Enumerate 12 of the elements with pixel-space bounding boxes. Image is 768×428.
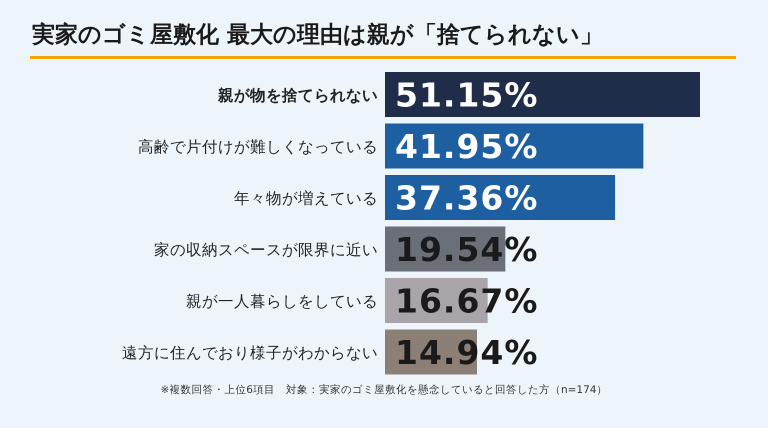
data-label: 37.36% <box>395 178 538 218</box>
y-tick-label: 遠方に住んでおり様子がわからない <box>122 344 378 362</box>
data-label: 51.15% <box>395 76 538 114</box>
text: ※複数回答・上位6項目 対象：実家のゴミ屋敷化を懸念していると回答した方（n=174） <box>160 383 608 396</box>
data-label: 41.95% <box>395 127 538 166</box>
chart-title: 実家のゴミ屋敷化 最大の理由は親が「捨てられない」 <box>31 21 604 48</box>
y-tick-label: 親が一人暮らしをしている <box>186 292 378 310</box>
y-tick-label: 親が物を捨てられない <box>217 86 378 104</box>
bar <box>385 72 700 117</box>
y-tick-label: 高齢で片付けが難しくなっている <box>138 138 378 156</box>
y-tick-label: 年々物が増えている <box>234 190 378 208</box>
y-tick-label: 家の収納スペースが限界に近い <box>154 241 378 259</box>
